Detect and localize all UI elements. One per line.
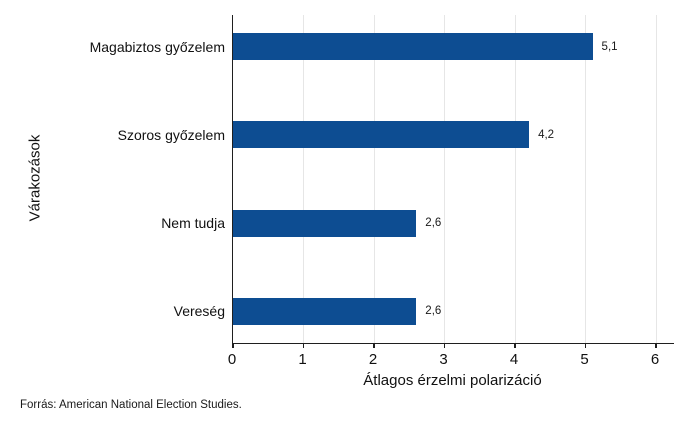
line-chart-icon [652, 391, 668, 411]
gridline-x-4 [514, 15, 516, 343]
gridline-x-1 [303, 15, 304, 343]
bar-value-label-0: 5,1 [601, 40, 618, 53]
x-tick-label-1: 1 [298, 351, 307, 368]
brand-badge [637, 378, 683, 424]
x-tick-0 [232, 343, 234, 348]
gridline-x-5 [585, 15, 586, 343]
x-axis-title: Átlagos érzelmi polarizáció [363, 372, 542, 389]
bar-1 [233, 121, 530, 149]
x-tick-3 [443, 343, 446, 348]
source-note: Forrás: American National Election Studi… [20, 399, 242, 411]
x-tick-6 [655, 343, 657, 348]
bar-3 [233, 297, 417, 325]
x-tick-label-6: 6 [650, 351, 660, 368]
x-tick-label-0: 0 [227, 351, 237, 368]
y-axis-title: Várakozások [26, 134, 44, 222]
x-tick-1 [302, 343, 305, 348]
gridline-x-2 [373, 15, 375, 343]
x-tick-label-3: 3 [439, 351, 448, 368]
category-label-1: Szoros győzelem [117, 126, 225, 143]
x-tick-label-5: 5 [580, 351, 589, 368]
x-tick-label-2: 2 [368, 351, 378, 368]
bar-value-label-1: 4,2 [538, 128, 555, 141]
x-tick-5 [584, 343, 587, 348]
plot-area: 5,1 4,2 2,6 2,6 [232, 15, 674, 348]
category-label-0: Magabiztos győzelem [89, 38, 225, 55]
bar-2 [233, 209, 417, 237]
gridline-x-6 [655, 15, 657, 343]
bar-0 [233, 33, 593, 60]
x-tick-2 [373, 343, 375, 348]
category-label-2: Nem tudja [161, 215, 225, 232]
bar-value-label-2: 2,6 [425, 217, 442, 230]
bar-value-label-3: 2,6 [425, 305, 442, 318]
category-label-3: Vereség [173, 303, 225, 320]
gridline-x-3 [444, 15, 445, 343]
x-tick-label-4: 4 [509, 351, 519, 368]
x-tick-4 [514, 343, 516, 348]
